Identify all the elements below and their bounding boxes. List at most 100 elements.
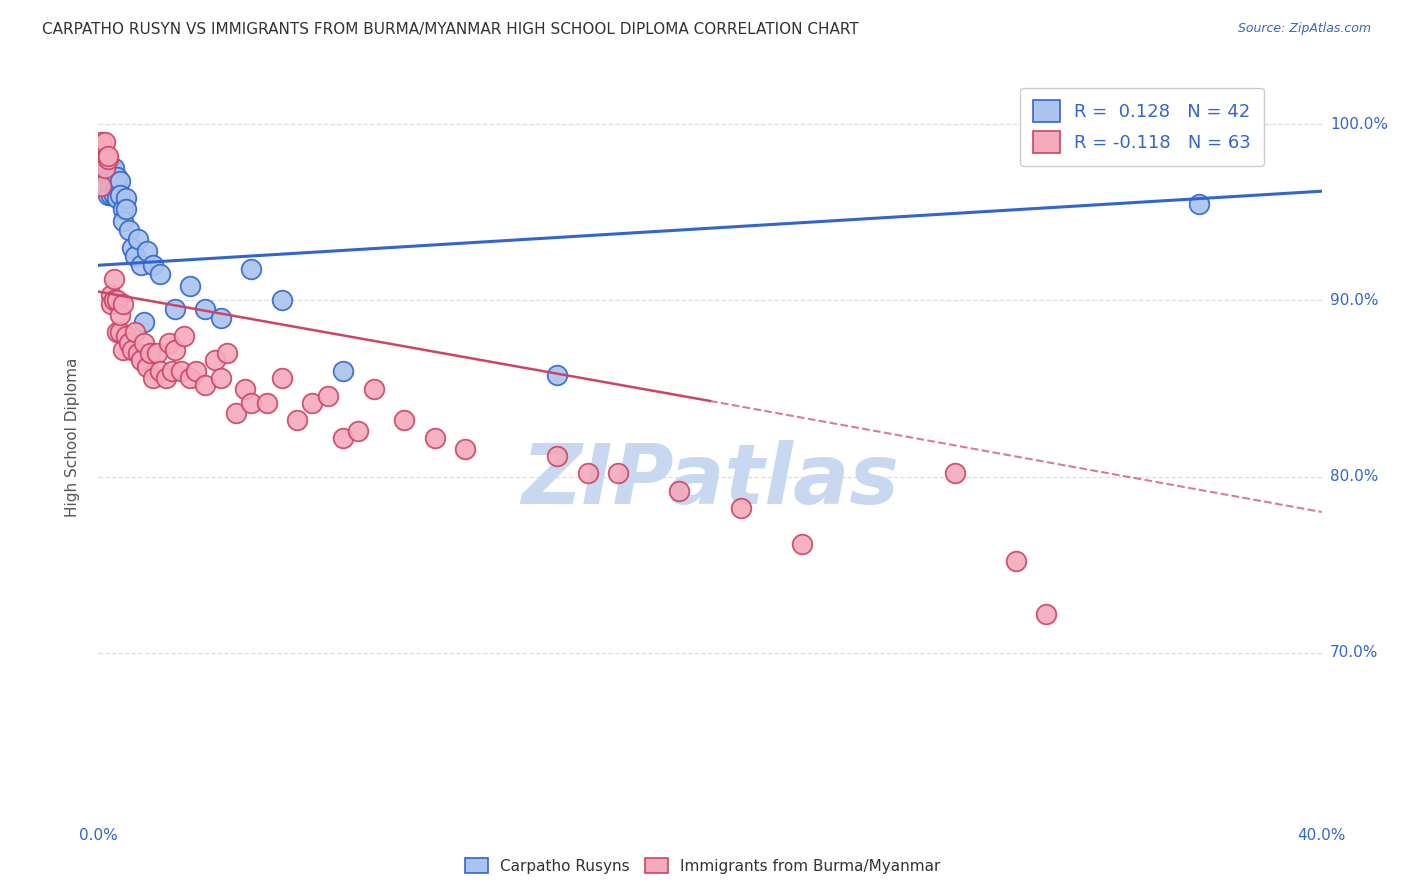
Point [149, 364, 172, 378]
Point [149, 267, 172, 281]
Point [157, 335, 180, 350]
Point [93, 161, 115, 176]
Point [129, 353, 152, 368]
Point [127, 346, 149, 360]
Point [240, 261, 263, 276]
Point [93, 161, 115, 176]
Text: 80.0%: 80.0% [1330, 469, 1378, 484]
Point [209, 311, 232, 326]
Point [134, 335, 156, 350]
Point [108, 187, 131, 202]
Point [111, 214, 134, 228]
Text: 40.0%: 40.0% [1298, 828, 1346, 843]
Point [115, 328, 138, 343]
Point [105, 293, 128, 308]
Point [142, 371, 165, 385]
Point [170, 364, 193, 378]
Point [100, 170, 122, 185]
Point [111, 343, 134, 357]
Point [105, 191, 128, 205]
Point [115, 202, 138, 216]
Point [607, 467, 630, 481]
Point [103, 170, 125, 185]
Point [1035, 607, 1057, 622]
Point [392, 413, 416, 427]
Point [285, 413, 308, 427]
Point [301, 395, 323, 409]
Point [225, 406, 247, 420]
Legend: Carpatho Rusyns, Immigrants from Burma/Myanmar: Carpatho Rusyns, Immigrants from Burma/M… [460, 852, 946, 880]
Point [103, 161, 125, 176]
Point [97, 149, 120, 163]
Legend: R =  0.128   N = 42, R = -0.118   N = 63: R = 0.128 N = 42, R = -0.118 N = 63 [1021, 87, 1264, 166]
Point [1188, 196, 1211, 211]
Point [943, 467, 966, 481]
Point [90, 178, 112, 193]
Point [118, 335, 141, 350]
Point [136, 244, 159, 259]
Point [121, 343, 143, 357]
Point [668, 483, 690, 498]
Point [790, 537, 813, 551]
Point [105, 178, 128, 193]
Point [118, 223, 141, 237]
Point [93, 178, 115, 193]
Point [103, 272, 125, 286]
Point [111, 202, 134, 216]
Point [105, 170, 128, 185]
Point [347, 424, 370, 438]
Point [332, 364, 354, 378]
Point [546, 368, 568, 382]
Point [90, 135, 112, 149]
Point [215, 346, 238, 360]
Text: Source: ZipAtlas.com: Source: ZipAtlas.com [1237, 22, 1371, 36]
Point [730, 501, 752, 516]
Text: 0.0%: 0.0% [79, 828, 118, 843]
Point [576, 467, 599, 481]
Point [179, 279, 201, 293]
Point [204, 353, 226, 368]
Point [93, 153, 115, 167]
Point [233, 382, 256, 396]
Point [316, 389, 339, 403]
Point [163, 343, 186, 357]
Point [90, 144, 112, 158]
Text: 90.0%: 90.0% [1330, 293, 1378, 308]
Point [100, 297, 122, 311]
Point [194, 378, 217, 392]
Text: ZIPatlas: ZIPatlas [522, 441, 898, 522]
Point [129, 258, 152, 272]
Point [163, 302, 186, 317]
Text: 100.0%: 100.0% [1330, 117, 1388, 132]
Point [454, 442, 477, 456]
Point [97, 161, 120, 176]
Point [108, 308, 131, 322]
Point [103, 293, 125, 308]
Point [97, 187, 120, 202]
Y-axis label: High School Diploma: High School Diploma [65, 358, 80, 516]
Point [115, 191, 138, 205]
Point [97, 153, 120, 167]
Point [363, 382, 385, 396]
Point [142, 258, 165, 272]
Point [139, 346, 162, 360]
Point [90, 161, 112, 176]
Point [97, 170, 120, 185]
Point [160, 364, 183, 378]
Text: 70.0%: 70.0% [1330, 646, 1378, 660]
Point [155, 371, 177, 385]
Point [270, 293, 292, 308]
Point [103, 187, 125, 202]
Point [173, 328, 195, 343]
Point [108, 174, 131, 188]
Point [105, 325, 128, 339]
Point [124, 249, 146, 263]
Point [136, 360, 159, 375]
Point [256, 395, 278, 409]
Point [111, 297, 134, 311]
Point [100, 178, 122, 193]
Point [423, 431, 446, 445]
Point [100, 161, 122, 176]
Point [179, 371, 201, 385]
Point [332, 431, 354, 445]
